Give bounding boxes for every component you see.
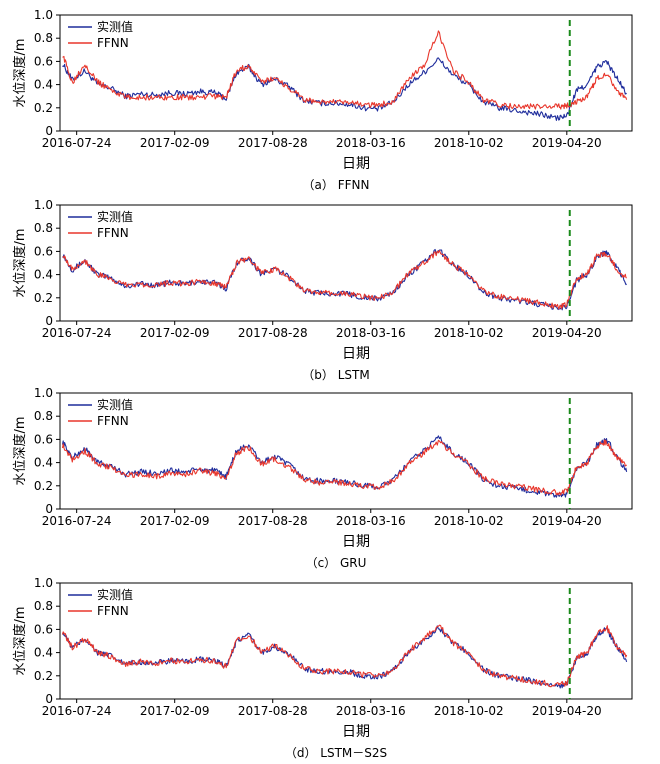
y-axis-label: 水位深度/m [12,416,28,485]
plot-frame [59,392,633,510]
y-tick-label: 1.0 [34,198,53,212]
y-tick-label: 0 [45,314,53,328]
legend-label: FFNN [97,36,129,50]
series-line-observed [61,435,628,498]
series-line-observed [62,57,627,121]
x-tick-label: 2016-07-24 [42,514,112,528]
chart-caption: （b） LSTM [302,368,369,382]
x-tick-label: 2019-04-20 [532,326,602,340]
y-axis-label: 水位深度/m [12,38,28,107]
series-line-predicted [61,624,628,688]
chart-panel-3: 0 0.2 0.4 0.6 0.8 1.0 2016-07-24 2017-02-09 2017… [12,386,633,570]
x-tick-label: 2017-08-28 [238,326,308,340]
y-tick-label: 1.0 [34,386,53,400]
x-tick-label: 2018-03-16 [336,326,406,340]
x-axis-label: 日期 [342,724,370,740]
legend: 实测值 FFNN [68,587,133,618]
legend: 实测值 FFNN [68,19,133,50]
legend-label: FFNN [97,414,129,428]
y-tick-label: 0.6 [34,244,53,258]
y-tick-label: 0 [45,692,53,706]
legend-label: 实测值 [97,19,133,34]
chart-caption: （a） FFNN [303,178,370,192]
y-tick-label: 0 [45,502,53,516]
x-tick-label: 2019-04-20 [532,136,602,150]
series-line-observed [62,248,627,311]
legend: 实测值 FFNN [68,397,133,428]
legend-label: 实测值 [97,397,133,412]
y-tick-label: 0.8 [34,409,53,423]
x-tick-label: 2019-04-20 [532,704,602,718]
y-tick-label: 1.0 [34,576,53,590]
y-tick-label: 0.4 [34,456,53,470]
y-tick-label: 0.4 [34,646,53,660]
x-tick-label: 2018-03-16 [336,704,406,718]
chart-panel-2: 0 0.2 0.4 0.6 0.8 1.0 2016-07-24 2017-02-09 2017… [12,198,633,382]
legend-label: 实测值 [97,209,133,224]
y-tick-label: 0.2 [34,101,53,115]
series-line-predicted [62,249,627,310]
plot-frame [59,14,633,132]
y-tick-label: 0.4 [34,78,53,92]
y-tick-label: 0 [45,124,53,138]
x-tick-label: 2016-07-24 [42,704,112,718]
x-axis-label: 日期 [342,534,370,550]
x-tick-label: 2017-02-09 [140,514,210,528]
chart-caption: （d） LSTM－S2S [285,746,387,760]
x-tick-label: 2017-08-28 [238,514,308,528]
y-tick-label: 0.2 [34,291,53,305]
y-tick-label: 0.8 [34,221,53,235]
x-axis-label: 日期 [342,156,370,172]
y-axis-label: 水位深度/m [12,228,28,297]
legend-label: FFNN [97,226,129,240]
legend: 实测值 FFNN [68,209,133,240]
x-tick-label: 2018-03-16 [336,514,406,528]
x-tick-label: 2018-10-02 [434,326,504,340]
y-tick-label: 0.8 [34,31,53,45]
x-tick-label: 2016-07-24 [42,326,112,340]
series-line-observed [61,625,628,689]
series-line-predicted [62,30,628,110]
x-tick-label: 2017-02-09 [140,326,210,340]
x-tick-label: 2019-04-20 [532,514,602,528]
x-axis-label: 日期 [342,346,370,362]
chart-caption: （c） GRU [306,556,367,570]
y-tick-label: 0.2 [34,669,53,683]
y-tick-label: 0.6 [34,432,53,446]
x-tick-label: 2018-10-02 [434,704,504,718]
x-tick-label: 2018-10-02 [434,514,504,528]
legend-label: 实测值 [97,587,133,602]
y-tick-label: 0.8 [34,599,53,613]
y-tick-label: 0.2 [34,479,53,493]
chart-panel-4: 0 0.2 0.4 0.6 0.8 1.0 2016-07-24 2017-02-09 2017… [12,576,633,760]
x-tick-label: 2016-07-24 [42,136,112,150]
x-tick-label: 2017-02-09 [140,704,210,718]
y-axis-label: 水位深度/m [12,606,28,675]
x-tick-label: 2017-02-09 [140,136,210,150]
y-tick-label: 0.4 [34,268,53,282]
plot-frame [59,582,633,700]
y-tick-label: 0.6 [34,54,53,68]
x-tick-label: 2018-10-02 [434,136,504,150]
x-tick-label: 2018-03-16 [336,136,406,150]
chart-panel-1: 0 0.2 0.4 0.6 0.8 1.0 2016-07-24 2017-02-09 2017… [12,8,633,192]
x-tick-label: 2017-08-28 [238,704,308,718]
x-tick-label: 2017-08-28 [238,136,308,150]
y-tick-label: 0.6 [34,622,53,636]
y-tick-label: 1.0 [34,8,53,22]
plot-frame [59,204,633,322]
series-line-predicted [61,439,628,496]
legend-label: FFNN [97,604,129,618]
